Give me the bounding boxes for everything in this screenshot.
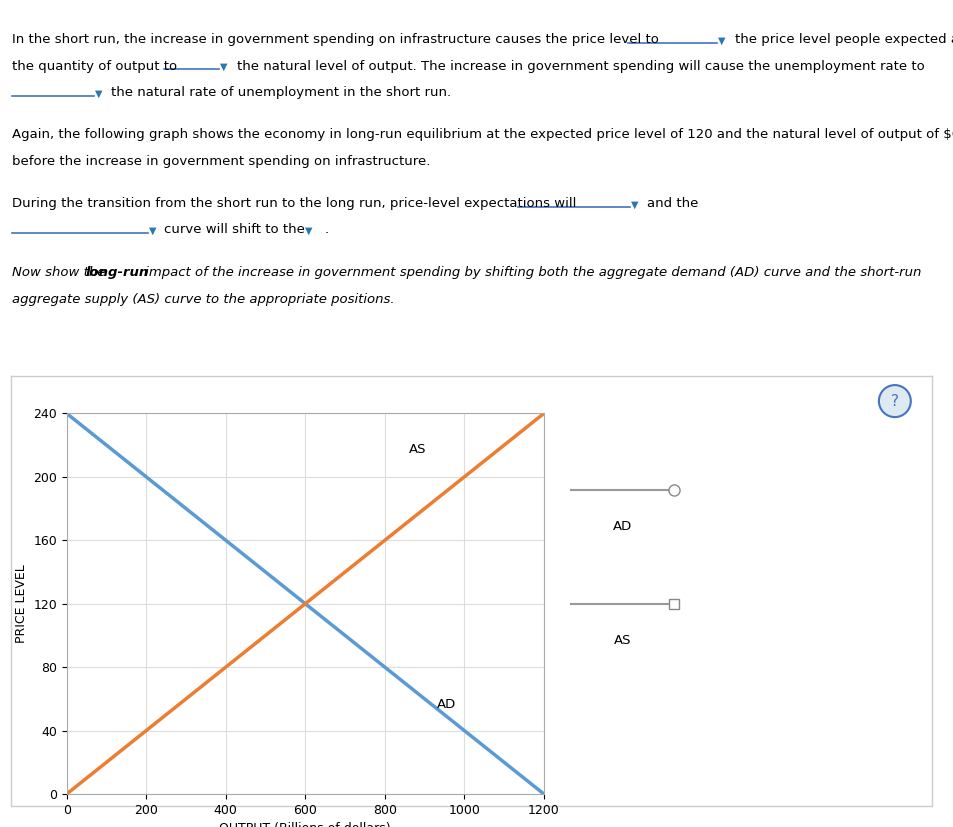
- Text: the natural level of output. The increase in government spending will cause the : the natural level of output. The increas…: [236, 60, 923, 73]
- Text: ▼: ▼: [220, 62, 228, 72]
- Text: the price level people expected and: the price level people expected and: [734, 33, 953, 46]
- Text: ▼: ▼: [149, 226, 156, 236]
- Text: AD: AD: [613, 520, 632, 533]
- Y-axis label: PRICE LEVEL: PRICE LEVEL: [14, 564, 28, 643]
- Text: impact of the increase in government spending by shifting both the aggregate dem: impact of the increase in government spe…: [141, 266, 921, 280]
- Text: .: .: [324, 223, 328, 237]
- Text: ?: ?: [890, 394, 898, 409]
- Text: Now show the: Now show the: [12, 266, 110, 280]
- Text: In the short run, the increase in government spending on infrastructure causes t: In the short run, the increase in govern…: [12, 33, 659, 46]
- Text: ▼: ▼: [630, 199, 638, 209]
- Text: AS: AS: [613, 634, 631, 648]
- Text: aggregate supply (AS) curve to the appropriate positions.: aggregate supply (AS) curve to the appro…: [12, 293, 395, 306]
- Text: and the: and the: [646, 197, 698, 210]
- X-axis label: OUTPUT (Billions of dollars): OUTPUT (Billions of dollars): [219, 822, 391, 827]
- Text: ▼: ▼: [305, 226, 313, 236]
- Text: ▼: ▼: [95, 88, 103, 98]
- Text: Again, the following graph shows the economy in long-run equilibrium at the expe: Again, the following graph shows the eco…: [12, 128, 953, 141]
- Text: before the increase in government spending on infrastructure.: before the increase in government spendi…: [12, 155, 431, 168]
- Text: AD: AD: [436, 699, 456, 711]
- Text: During the transition from the short run to the long run, price-level expectatio: During the transition from the short run…: [12, 197, 577, 210]
- Text: AS: AS: [408, 443, 426, 457]
- Text: the quantity of output to: the quantity of output to: [12, 60, 177, 73]
- Text: ▼: ▼: [718, 36, 725, 45]
- Text: curve will shift to the: curve will shift to the: [164, 223, 305, 237]
- Text: long-run: long-run: [86, 266, 149, 280]
- Text: the natural rate of unemployment in the short run.: the natural rate of unemployment in the …: [111, 86, 451, 99]
- Circle shape: [878, 385, 910, 417]
